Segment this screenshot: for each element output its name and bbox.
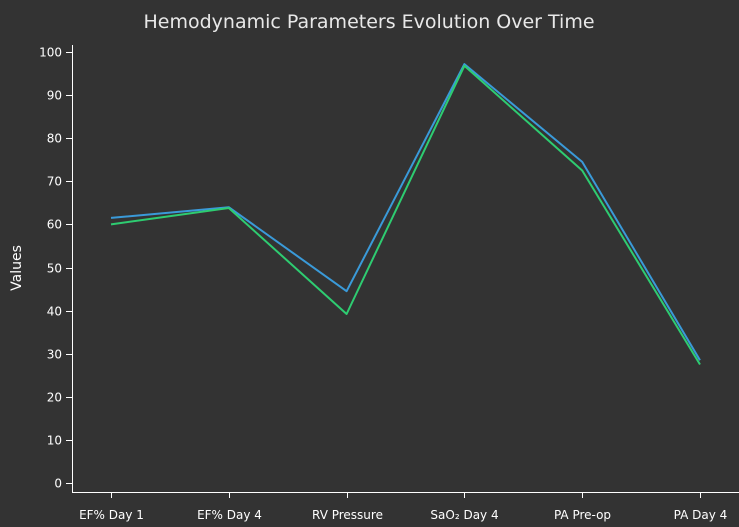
series-line-2: [110, 64, 701, 366]
axes: 0 10 20 30 40 50 60 70 80 90 100 EF% Day 1 EF% Day 4…: [39, 45, 739, 522]
x-tick-label: RV Pressure: [312, 508, 383, 522]
y-tick-label: 30: [47, 348, 62, 362]
y-tick-label: 40: [47, 305, 62, 319]
y-tick-label: 90: [47, 89, 62, 103]
x-tick-label: EF% Day 1: [79, 508, 144, 522]
y-tick-label: 50: [47, 262, 62, 276]
y-tick-label: 0: [54, 477, 62, 491]
y-tick-label: 70: [47, 175, 62, 189]
series-group: [110, 63, 701, 366]
x-tick-label: PA Day 4: [674, 508, 728, 522]
chart-title: Hemodynamic Parameters Evolution Over Ti…: [143, 11, 594, 33]
y-axis-title: Values: [9, 245, 25, 291]
x-tick-label: SaO₂ Day 4: [430, 508, 498, 522]
y-tick-label: 80: [47, 132, 62, 146]
y-tick-label: 100: [39, 46, 62, 60]
x-tick-label: EF% Day 4: [197, 508, 262, 522]
y-tick-label: 60: [47, 218, 62, 232]
y-tick-label: 10: [47, 434, 62, 448]
series-line-1: [110, 63, 701, 361]
x-tick-label: PA Pre-op: [554, 508, 611, 522]
y-tick-label: 20: [47, 391, 62, 405]
